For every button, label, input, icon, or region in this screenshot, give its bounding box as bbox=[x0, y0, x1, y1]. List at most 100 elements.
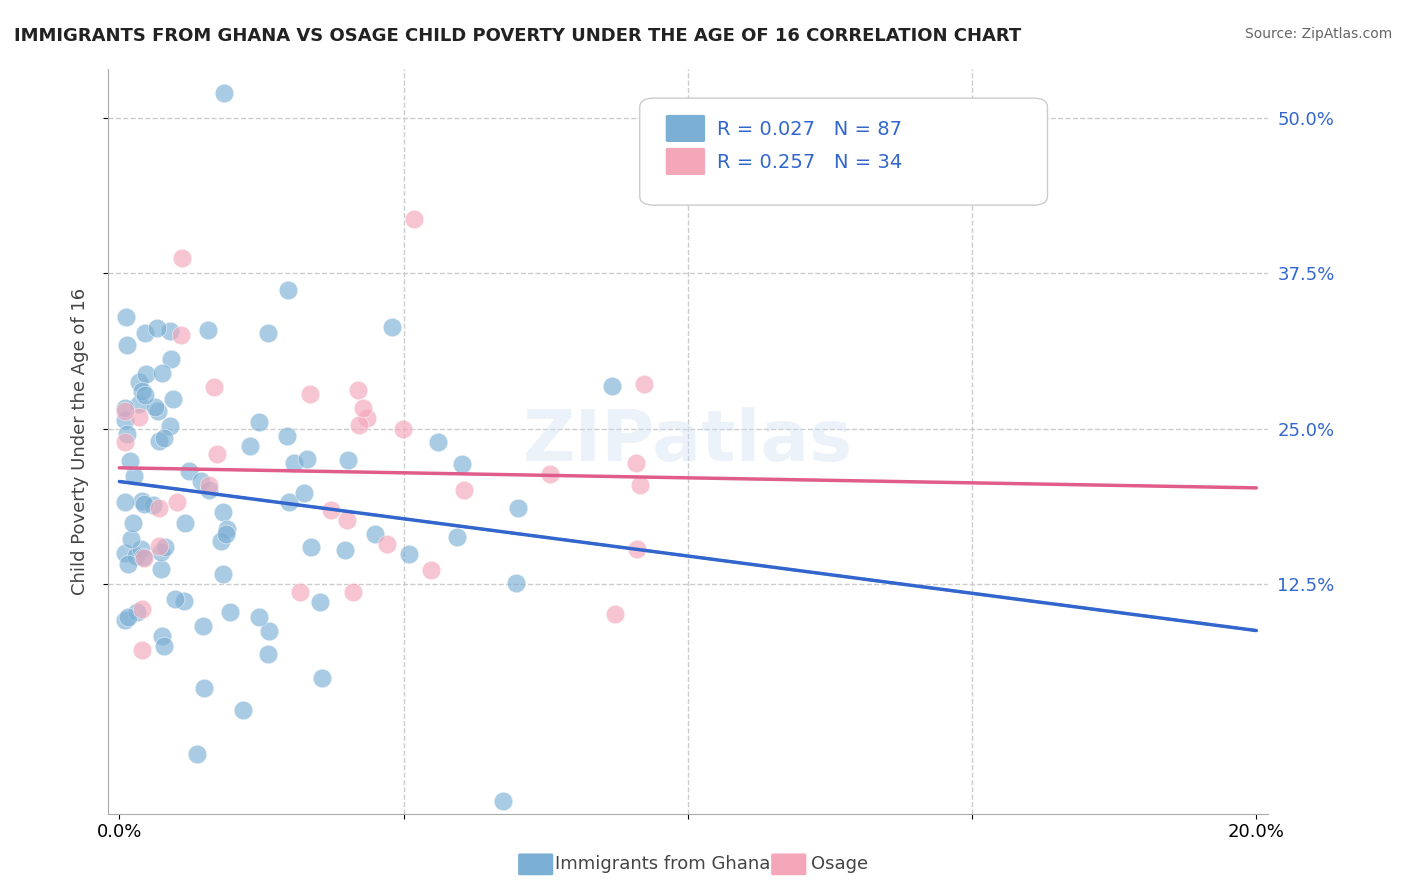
Osage bbox=[114, 434, 136, 449]
Osage bbox=[349, 417, 371, 432]
Osage bbox=[626, 456, 648, 470]
Text: Source: ZipAtlas.com: Source: ZipAtlas.com bbox=[1244, 27, 1392, 41]
Immigrants from Ghana bbox=[177, 464, 200, 478]
Immigrants from Ghana bbox=[239, 439, 262, 453]
Osage bbox=[352, 401, 374, 416]
Immigrants from Ghana bbox=[301, 541, 323, 555]
Immigrants from Ghana bbox=[114, 495, 136, 509]
Osage bbox=[148, 539, 170, 553]
Immigrants from Ghana bbox=[122, 516, 145, 530]
Osage bbox=[321, 503, 343, 517]
Immigrants from Ghana bbox=[131, 493, 153, 508]
Immigrants from Ghana bbox=[292, 485, 315, 500]
Osage bbox=[114, 404, 136, 418]
Osage bbox=[170, 328, 193, 343]
Immigrants from Ghana bbox=[114, 613, 136, 627]
Immigrants from Ghana bbox=[122, 469, 145, 483]
Immigrants from Ghana bbox=[215, 522, 238, 536]
Immigrants from Ghana bbox=[212, 87, 235, 101]
Osage bbox=[347, 384, 370, 398]
Immigrants from Ghana bbox=[197, 323, 219, 337]
Immigrants from Ghana bbox=[600, 378, 623, 392]
Immigrants from Ghana bbox=[128, 375, 150, 389]
Text: Osage: Osage bbox=[811, 855, 869, 873]
Immigrants from Ghana bbox=[146, 321, 169, 335]
Immigrants from Ghana bbox=[446, 530, 468, 544]
Immigrants from Ghana bbox=[150, 366, 173, 380]
Immigrants from Ghana bbox=[142, 498, 165, 512]
Immigrants from Ghana bbox=[125, 606, 148, 620]
Immigrants from Ghana bbox=[278, 494, 301, 508]
Immigrants from Ghana bbox=[335, 543, 357, 558]
Immigrants from Ghana bbox=[165, 592, 187, 607]
Osage bbox=[131, 642, 153, 657]
Immigrants from Ghana bbox=[153, 430, 176, 444]
Immigrants from Ghana bbox=[173, 594, 195, 608]
Text: IMMIGRANTS FROM GHANA VS OSAGE CHILD POVERTY UNDER THE AGE OF 16 CORRELATION CHA: IMMIGRANTS FROM GHANA VS OSAGE CHILD POV… bbox=[14, 27, 1021, 45]
Immigrants from Ghana bbox=[257, 326, 280, 340]
Immigrants from Ghana bbox=[131, 549, 153, 564]
Immigrants from Ghana bbox=[115, 310, 138, 325]
Immigrants from Ghana bbox=[115, 338, 138, 352]
Osage bbox=[299, 386, 322, 401]
Osage bbox=[166, 494, 188, 508]
Immigrants from Ghana bbox=[337, 452, 360, 467]
Immigrants from Ghana bbox=[212, 566, 235, 581]
Immigrants from Ghana bbox=[364, 526, 387, 541]
Immigrants from Ghana bbox=[148, 403, 170, 417]
Immigrants from Ghana bbox=[209, 533, 232, 548]
Immigrants from Ghana bbox=[162, 392, 184, 406]
Immigrants from Ghana bbox=[247, 609, 270, 624]
Immigrants from Ghana bbox=[398, 547, 420, 561]
Immigrants from Ghana bbox=[297, 452, 319, 467]
Y-axis label: Child Poverty Under the Age of 16: Child Poverty Under the Age of 16 bbox=[72, 287, 89, 595]
Immigrants from Ghana bbox=[309, 594, 332, 608]
Immigrants from Ghana bbox=[117, 558, 139, 572]
Immigrants from Ghana bbox=[193, 681, 215, 696]
Text: ZIPatlas: ZIPatlas bbox=[523, 407, 853, 475]
Text: R = 0.257   N = 34: R = 0.257 N = 34 bbox=[717, 153, 903, 172]
Osage bbox=[375, 537, 398, 551]
Immigrants from Ghana bbox=[159, 418, 181, 433]
Immigrants from Ghana bbox=[283, 456, 305, 470]
Immigrants from Ghana bbox=[215, 527, 238, 541]
Immigrants from Ghana bbox=[219, 606, 242, 620]
Immigrants from Ghana bbox=[134, 326, 156, 340]
Immigrants from Ghana bbox=[277, 283, 299, 297]
Immigrants from Ghana bbox=[129, 541, 152, 556]
Immigrants from Ghana bbox=[118, 454, 141, 468]
Immigrants from Ghana bbox=[114, 401, 136, 415]
Osage bbox=[290, 585, 312, 599]
Immigrants from Ghana bbox=[135, 367, 157, 381]
Osage bbox=[205, 447, 228, 461]
Immigrants from Ghana bbox=[117, 609, 139, 624]
Osage bbox=[402, 212, 425, 227]
Osage bbox=[132, 551, 155, 566]
Immigrants from Ghana bbox=[247, 415, 270, 429]
Osage bbox=[356, 410, 378, 425]
Immigrants from Ghana bbox=[450, 458, 472, 472]
Osage bbox=[128, 409, 150, 424]
Text: R = 0.027   N = 87: R = 0.027 N = 87 bbox=[717, 120, 903, 139]
Immigrants from Ghana bbox=[232, 703, 254, 717]
Immigrants from Ghana bbox=[506, 501, 529, 516]
Immigrants from Ghana bbox=[149, 562, 172, 576]
Immigrants from Ghana bbox=[148, 434, 170, 448]
Immigrants from Ghana bbox=[128, 397, 150, 411]
Immigrants from Ghana bbox=[311, 671, 333, 685]
Osage bbox=[148, 501, 170, 516]
Immigrants from Ghana bbox=[191, 619, 214, 633]
Osage bbox=[538, 467, 561, 482]
Immigrants from Ghana bbox=[153, 639, 176, 653]
Immigrants from Ghana bbox=[174, 516, 197, 531]
Immigrants from Ghana bbox=[256, 647, 278, 661]
Osage bbox=[172, 251, 194, 265]
Immigrants from Ghana bbox=[186, 747, 208, 761]
Immigrants from Ghana bbox=[125, 549, 148, 563]
Osage bbox=[420, 563, 443, 577]
Immigrants from Ghana bbox=[143, 400, 166, 414]
Immigrants from Ghana bbox=[134, 387, 156, 401]
Osage bbox=[633, 377, 655, 392]
Immigrants from Ghana bbox=[198, 483, 221, 497]
Osage bbox=[605, 607, 627, 621]
